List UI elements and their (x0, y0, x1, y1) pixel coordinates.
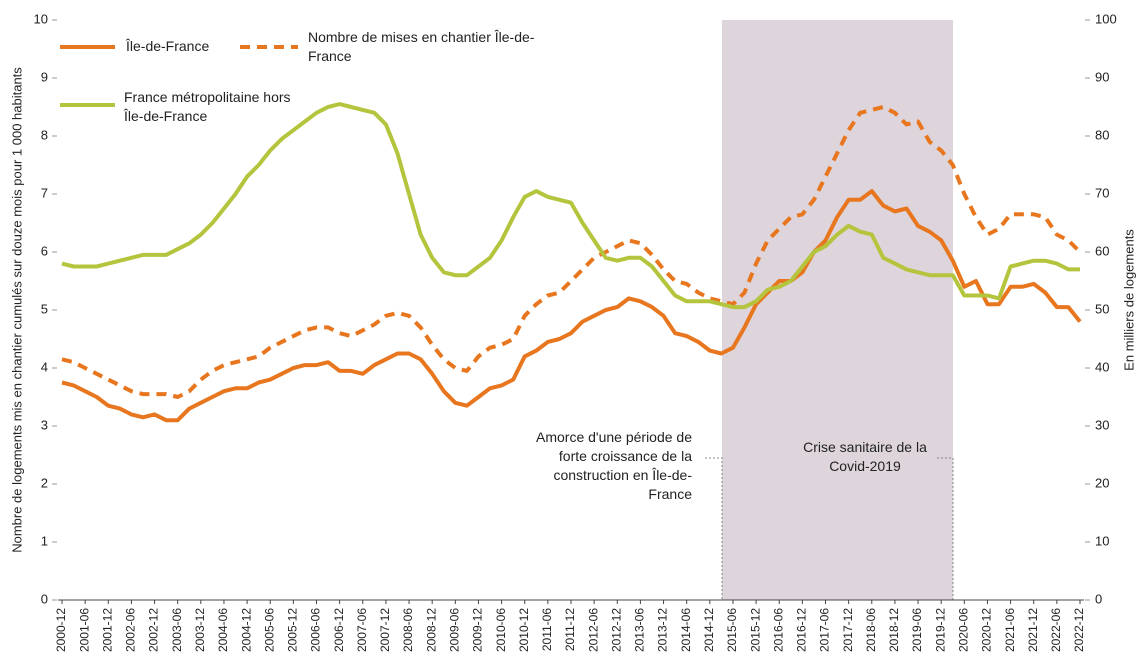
x-tick-label: 2001-06 (77, 608, 91, 652)
x-tick-label: 2017-06 (818, 608, 832, 652)
x-tick-label: 2010-06 (494, 608, 508, 652)
series-line (61, 102, 1080, 310)
y2-tick-label: 20 (1095, 475, 1109, 490)
x-tick-label: 2008-12 (424, 608, 438, 652)
x-tick-label: 2000-12 (54, 608, 68, 652)
x-tick-label: 2014-12 (702, 608, 716, 652)
x-tick-label: 2009-06 (447, 608, 461, 652)
x-tick-label: 2006-06 (309, 608, 323, 652)
y-axis-label: Nombre de logements mis en chantier cumu… (9, 67, 24, 553)
x-tick-label: 2002-06 (124, 608, 138, 652)
y2-tick-label: 0 (1095, 591, 1102, 606)
x-tick-label: 2019-12 (933, 608, 947, 652)
x-tick-label: 2013-06 (633, 608, 647, 652)
y2-tick-label: 30 (1095, 417, 1109, 432)
x-tick-label: 2014-06 (679, 608, 693, 652)
y2-axis-label: En milliers de logements (1121, 229, 1136, 371)
y2-tick-label: 10 (1095, 533, 1109, 548)
y-tick-label: 10 (34, 11, 48, 26)
y2-tick-label: 100 (1095, 11, 1117, 26)
x-tick-label: 2010-12 (517, 608, 531, 652)
x-tick-label: 2003-12 (193, 608, 207, 652)
y-tick-label: 1 (41, 533, 48, 548)
y-tick-label: 4 (41, 359, 48, 374)
y-tick-label: 0 (41, 591, 48, 606)
x-tick-label: 2021-12 (1026, 608, 1040, 652)
x-tick-label: 2020-12 (980, 608, 994, 652)
y-tick-label: 8 (41, 127, 48, 142)
x-tick-label: 2002-12 (147, 608, 161, 652)
x-tick-label: 2008-06 (401, 608, 415, 652)
x-tick-label: 2016-12 (795, 608, 809, 652)
y2-tick-label: 80 (1095, 127, 1109, 142)
y2-tick-label: 90 (1095, 69, 1109, 84)
y-tick-label: 9 (41, 69, 48, 84)
y2-tick-label: 60 (1095, 243, 1109, 258)
x-tick-label: 2018-06 (864, 608, 878, 652)
x-tick-label: 2018-12 (887, 608, 901, 652)
x-tick-label: 2011-06 (540, 608, 554, 651)
x-tick-label: 2004-06 (216, 608, 230, 652)
x-tick-label: 2017-12 (841, 608, 855, 652)
legend-label: Nombre de mises en chantier Île-de-Franc… (308, 29, 535, 64)
x-tick-label: 2015-06 (725, 608, 739, 652)
x-tick-label: 2003-06 (170, 608, 184, 652)
x-tick-label: 2012-06 (586, 608, 600, 652)
annotation: Crise sanitaire de la Covid-2019 (803, 439, 927, 474)
legend-label: France métropolitaine hors Île-de-France (124, 89, 291, 124)
y-tick-label: 2 (41, 475, 48, 490)
x-tick-label: 2012-12 (609, 608, 623, 652)
x-tick-label: 2001-12 (100, 608, 114, 652)
y-tick-label: 7 (41, 185, 48, 200)
x-tick-label: 2013-12 (656, 608, 670, 652)
x-tick-label: 2005-06 (262, 608, 276, 652)
series-line (61, 105, 1082, 399)
y2-tick-label: 40 (1095, 359, 1109, 374)
x-tick-label: 2019-06 (910, 608, 924, 652)
x-tick-label: 2022-12 (1072, 608, 1086, 652)
y2-tick-label: 70 (1095, 185, 1109, 200)
y-tick-label: 5 (41, 301, 48, 316)
y-tick-label: 6 (41, 243, 48, 258)
x-tick-label: 2011-12 (563, 608, 577, 651)
leader (937, 457, 954, 600)
covid-shade (722, 20, 953, 600)
x-tick-label: 2005-12 (286, 608, 300, 652)
x-tick-label: 2007-06 (355, 608, 369, 652)
annotation: Amorce d'une période de forte croissance… (536, 429, 692, 502)
x-tick-label: 2015-12 (748, 608, 762, 652)
x-tick-label: 2021-06 (1003, 608, 1017, 652)
x-tick-label: 2022-06 (1049, 608, 1063, 652)
x-tick-label: 2009-12 (471, 608, 485, 652)
x-tick-label: 2006-12 (332, 608, 346, 652)
x-tick-label: 2007-12 (378, 608, 392, 652)
legend-label: Île-de-France (126, 38, 210, 54)
x-tick-label: 2020-06 (956, 608, 970, 652)
x-tick-label: 2016-06 (771, 608, 785, 652)
x-tick-label: 2004-12 (239, 608, 253, 652)
series-line (61, 189, 1082, 423)
y2-tick-label: 50 (1095, 301, 1109, 316)
y-tick-label: 3 (41, 417, 48, 432)
leader (705, 457, 723, 600)
